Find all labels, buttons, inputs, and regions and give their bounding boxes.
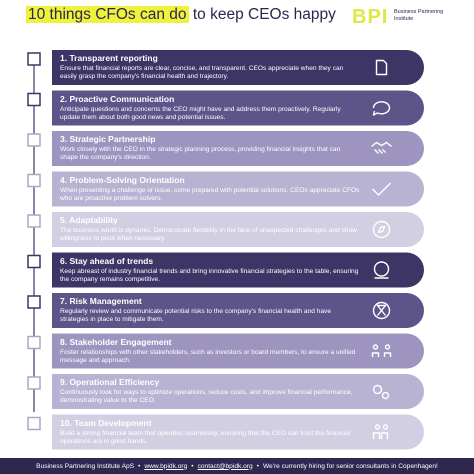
icon (373, 261, 390, 279)
item-title: 1. Transparent reporting (60, 53, 158, 63)
item-text: Regularly review and communicate potenti… (60, 308, 332, 323)
icon (372, 101, 391, 116)
checkbox (27, 133, 41, 147)
checkbox (27, 295, 41, 309)
banner (52, 90, 424, 126)
title: 10 things CFOs can do to keep CEOs happy (26, 6, 336, 24)
item-text: Work closely with the CEO in the strateg… (60, 146, 341, 161)
footer-email[interactable]: contact@bpidk.org (197, 462, 253, 470)
logo-mark: BPI (352, 6, 389, 28)
checkbox (27, 52, 41, 66)
banner (52, 414, 424, 450)
logo: BPI Business Partnering Institute (352, 6, 443, 29)
title-highlight: 10 things CFOs can do (26, 6, 189, 23)
item-title: 5. Adaptability (60, 215, 118, 225)
item-text: The business world is dynamic. Demonstra… (60, 227, 357, 242)
banner (52, 50, 424, 85)
icon (371, 344, 392, 357)
item-text: When presenting a challenge or issue, co… (60, 186, 360, 202)
checkbox (27, 416, 41, 431)
footer-sep: • (138, 462, 141, 470)
item-title: 4. Problem-Solving Orientation (60, 174, 185, 185)
item-text: Ensure that financial reports are clear,… (60, 65, 344, 80)
icon (372, 301, 391, 320)
checkbox (27, 92, 41, 107)
item-text: Build a strong financial team that opera… (60, 429, 351, 445)
footer-website[interactable]: www.bpidk.org (144, 462, 188, 470)
item-text: Foster relationships with other stakehol… (60, 348, 356, 364)
icon (371, 141, 392, 154)
item-title: 9. Operational Efficiency (60, 377, 160, 387)
item-title: 2. Proactive Communication (60, 93, 175, 104)
item-title: 3. Strategic Partnership (60, 134, 156, 144)
logo-text: Business Partnering Institute (394, 9, 444, 22)
item-text: Anticipate questions and concerns the CE… (60, 105, 341, 121)
item-title: 8. Stakeholder Engagement (60, 336, 172, 347)
banner (52, 131, 424, 166)
footer-sep: • (191, 462, 194, 470)
banner (52, 293, 424, 328)
banner (52, 333, 424, 369)
footer-sep: • (256, 462, 259, 470)
banner (52, 171, 424, 207)
icon (372, 384, 390, 400)
footer-hiring: We're currently hiring for senior consul… (262, 462, 438, 470)
checkbox (27, 214, 41, 228)
item-title: 6. Stay ahead of trends (60, 255, 154, 266)
checkbox (27, 376, 41, 390)
footer: Business Partnering Institute ApS • www.b… (0, 458, 474, 474)
icon (372, 182, 391, 196)
banner (52, 212, 424, 247)
checkbox (27, 254, 41, 269)
item-text: Keep abreast of industry financial trend… (60, 267, 359, 283)
item-text: Continuously look for ways to optimize o… (60, 389, 353, 404)
item-title: 10. Team Development (60, 417, 152, 428)
icon (372, 424, 389, 439)
item-title: 7. Risk Management (60, 296, 142, 306)
checkbox (27, 335, 41, 350)
icon (372, 220, 391, 239)
title-rest: to keep CEOs happy (192, 6, 336, 23)
checkbox (27, 173, 41, 188)
icon (375, 59, 388, 76)
banner (52, 252, 424, 288)
banner (52, 374, 424, 409)
footer-company: Business Partnering Institute ApS (36, 462, 135, 470)
